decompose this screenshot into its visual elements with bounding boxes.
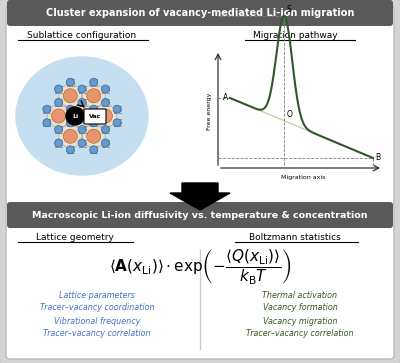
Circle shape	[78, 98, 86, 106]
FancyBboxPatch shape	[6, 5, 394, 205]
Bar	[78, 86, 86, 93]
Circle shape	[66, 119, 74, 127]
Bar	[55, 126, 62, 133]
Bar	[102, 86, 109, 93]
Circle shape	[90, 146, 98, 154]
Text: Free energy: Free energy	[208, 93, 212, 130]
Circle shape	[90, 78, 98, 86]
Bar	[90, 106, 97, 113]
Circle shape	[63, 129, 77, 143]
Bar	[67, 106, 74, 113]
Circle shape	[75, 109, 89, 123]
Text: Vacancy formation: Vacancy formation	[262, 303, 338, 313]
Circle shape	[78, 126, 86, 134]
Text: Li: Li	[72, 114, 78, 118]
Text: Tracer–vacancy correlation: Tracer–vacancy correlation	[246, 330, 354, 339]
Polygon shape	[82, 123, 105, 149]
Text: Sublattice configuration: Sublattice configuration	[28, 31, 136, 40]
Bar	[102, 99, 109, 106]
Text: Vibrational frequency: Vibrational frequency	[54, 317, 140, 326]
Circle shape	[63, 89, 77, 103]
Text: Vacancy migration: Vacancy migration	[263, 317, 337, 326]
Polygon shape	[94, 103, 117, 129]
FancyBboxPatch shape	[7, 202, 393, 228]
Text: Tracer–vacancy coordination: Tracer–vacancy coordination	[40, 303, 154, 313]
Bar	[55, 139, 62, 147]
Circle shape	[90, 119, 98, 127]
Polygon shape	[47, 103, 70, 129]
Bar	[102, 139, 109, 147]
Bar	[55, 99, 62, 106]
Bar	[43, 119, 50, 126]
Circle shape	[90, 105, 98, 113]
Text: Lattice geometry: Lattice geometry	[36, 233, 114, 242]
Bar	[55, 86, 62, 93]
Bar	[78, 126, 86, 133]
Polygon shape	[59, 83, 82, 109]
Bar	[67, 79, 74, 86]
Bar	[90, 79, 97, 86]
Text: Thermal activation: Thermal activation	[262, 290, 338, 299]
Circle shape	[43, 119, 51, 127]
Text: A: A	[223, 94, 228, 102]
Circle shape	[78, 85, 86, 93]
Text: Boltzmann statistics: Boltzmann statistics	[249, 233, 341, 242]
Text: Macroscopic Li-ion diffusivity vs. temperature & concentration: Macroscopic Li-ion diffusivity vs. tempe…	[32, 211, 368, 220]
FancyBboxPatch shape	[6, 204, 394, 359]
Text: Migration axis: Migration axis	[281, 175, 325, 180]
Text: Tracer–vacancy correlation: Tracer–vacancy correlation	[43, 330, 151, 339]
Bar	[114, 119, 121, 126]
Circle shape	[87, 129, 101, 143]
Text: B: B	[375, 154, 380, 163]
Bar	[43, 106, 50, 113]
Bar	[78, 139, 86, 147]
Text: Vac: Vac	[89, 114, 101, 118]
Bar	[90, 146, 97, 153]
Circle shape	[98, 109, 112, 123]
FancyBboxPatch shape	[7, 0, 393, 26]
FancyBboxPatch shape	[84, 109, 106, 124]
Circle shape	[113, 119, 121, 127]
Circle shape	[87, 89, 101, 103]
Circle shape	[102, 139, 110, 147]
Circle shape	[102, 126, 110, 134]
Circle shape	[54, 126, 62, 134]
Text: S: S	[286, 5, 291, 14]
Bar	[67, 146, 74, 153]
Circle shape	[54, 98, 62, 106]
Text: Migration pathway: Migration pathway	[253, 31, 337, 40]
Bar	[78, 99, 86, 106]
Circle shape	[66, 146, 74, 154]
Polygon shape	[71, 103, 93, 129]
Circle shape	[66, 78, 74, 86]
Text: O: O	[286, 110, 292, 119]
Bar	[102, 126, 109, 133]
Circle shape	[54, 85, 62, 93]
Circle shape	[113, 105, 121, 113]
Text: $\langle \mathit{\mathbf{A}}(x_{\mathrm{Li}})\rangle \cdot \exp\!\left(-\dfrac{\: $\langle \mathit{\mathbf{A}}(x_{\mathrm{…	[109, 246, 291, 286]
Text: Lattice parameters: Lattice parameters	[59, 290, 135, 299]
Bar	[67, 119, 74, 126]
Polygon shape	[82, 83, 105, 109]
Circle shape	[66, 107, 84, 125]
Circle shape	[102, 85, 110, 93]
Circle shape	[78, 139, 86, 147]
Bar	[90, 119, 97, 126]
Circle shape	[54, 139, 62, 147]
Bar	[114, 106, 121, 113]
Ellipse shape	[16, 57, 148, 175]
Polygon shape	[170, 183, 230, 210]
Circle shape	[43, 105, 51, 113]
Circle shape	[52, 109, 66, 123]
Polygon shape	[59, 123, 82, 149]
Circle shape	[102, 98, 110, 106]
Text: Cluster expansion of vacancy-mediated Li-ion migration: Cluster expansion of vacancy-mediated Li…	[46, 8, 354, 18]
Circle shape	[66, 105, 74, 113]
